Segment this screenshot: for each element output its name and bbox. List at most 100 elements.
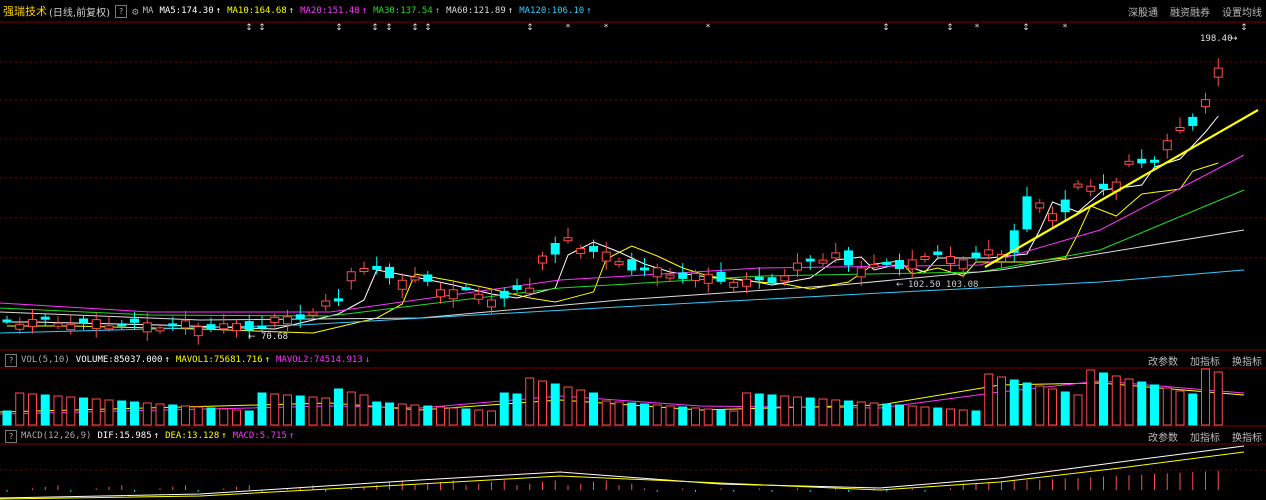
event-marker-icon: ↕ (335, 23, 343, 33)
up-arrow-icon: ↑ (164, 355, 170, 365)
volume-bar (1137, 381, 1147, 426)
candle-body (1035, 202, 1045, 209)
gear-icon[interactable]: ⚙ (131, 4, 139, 18)
candle-body (410, 276, 420, 281)
up-arrow-icon: ↑ (288, 431, 295, 441)
macd-edit-params-button[interactable]: 改参数 (1148, 432, 1178, 444)
ma20-value: MA20:151.48 (300, 6, 360, 16)
ma20-line (0, 154, 1245, 313)
candle-body (321, 300, 331, 307)
mavol2-value: MAVOL2:74514.913 (276, 355, 363, 365)
candle-body (946, 256, 955, 265)
candle-body (130, 318, 139, 323)
volume-edit-params-button[interactable]: 改参数 (1148, 356, 1178, 368)
volume-bar (359, 394, 369, 426)
candle-body (1124, 160, 1134, 165)
chart-period-label: (日线,前复权) (49, 7, 110, 19)
dea-value: DEA:13.128 (165, 431, 220, 441)
ma-settings-button[interactable]: 设置均线 (1222, 7, 1262, 19)
event-marker-icon: * (604, 23, 609, 33)
candle-body (1188, 116, 1198, 126)
candle-body (28, 319, 37, 328)
volume-bar (1048, 388, 1057, 426)
macd-switch-indicator-button[interactable]: 换指标 (1232, 432, 1262, 444)
candle-body (984, 249, 994, 256)
volume-bar (142, 402, 152, 426)
candle-body (1048, 213, 1057, 222)
mavol1-value: MAVOL1:75681.716 (175, 355, 263, 365)
volume-bar (742, 392, 751, 426)
help-icon[interactable]: ? (114, 4, 127, 18)
volume-bar (716, 409, 726, 426)
macd-header: ? MACD(12,26,9) DIF:15.985 ↑ DEA:13.128 … (0, 428, 1266, 444)
volume-bar (933, 407, 943, 426)
volume-bar (283, 394, 292, 426)
candle-body (512, 285, 522, 290)
candle-body (754, 276, 764, 281)
volume-bar (487, 410, 496, 426)
candle-body (589, 246, 598, 252)
volume-bar (678, 406, 688, 426)
candle-body (53, 322, 63, 327)
candle-body (742, 278, 751, 287)
volume-bar (1213, 371, 1223, 426)
candle-body (1022, 196, 1032, 230)
volume-bar (882, 403, 892, 426)
ma60-line (0, 229, 1245, 321)
volume-bar (461, 408, 471, 426)
macd-add-indicator-button[interactable]: 加指标 (1190, 432, 1220, 444)
volume-bar (308, 396, 318, 426)
volume-switch-indicator-button[interactable]: 换指标 (1232, 356, 1262, 368)
volume-add-indicator-button[interactable]: 加指标 (1190, 356, 1220, 368)
high-price-label: 198.40 → (1200, 34, 1238, 44)
volume-bar (550, 383, 560, 426)
volume-bar (1162, 387, 1172, 426)
candle-body (652, 267, 662, 278)
candle-body (907, 259, 917, 270)
volume-bar (321, 397, 331, 426)
up-arrow-icon: ↑ (264, 355, 271, 365)
candle-body (15, 323, 25, 330)
candle-body (66, 324, 76, 331)
volume-bar (257, 392, 267, 426)
trend-line[interactable] (984, 109, 1259, 268)
volume-bar (984, 373, 994, 426)
hk-connect-button[interactable]: 深股通 (1128, 7, 1158, 19)
volume-bar (1035, 385, 1045, 426)
volume-bar (589, 392, 598, 426)
candle-body (448, 289, 458, 300)
candle-body (232, 323, 241, 332)
event-marker-icon: * (566, 23, 571, 33)
stock-name[interactable]: 强瑞技术 (3, 5, 47, 18)
candle-body (920, 255, 930, 260)
up-arrow-icon: ↑ (221, 431, 227, 441)
volume-bar (805, 397, 815, 426)
volume-bar (1073, 394, 1083, 426)
help-icon[interactable]: ? (5, 353, 17, 367)
macd-value: MACD:5.715 (232, 431, 287, 441)
event-marker-icon: ↕ (424, 23, 432, 33)
candle-body (474, 293, 484, 300)
volume-bar (729, 410, 739, 426)
volume-bar (844, 400, 853, 426)
up-arrow-icon: ↑ (586, 6, 592, 16)
candle-body (614, 261, 624, 266)
volume-bar (1175, 390, 1185, 426)
volume-bar (525, 377, 535, 426)
low-price-text: 70.68 (261, 332, 288, 342)
volume-bar (895, 404, 904, 426)
volume-bar (538, 380, 547, 426)
candle-body (627, 259, 637, 271)
help-icon[interactable]: ? (5, 429, 17, 443)
candle-body (2, 319, 12, 323)
volume-bar (869, 402, 879, 426)
volume-bar (423, 405, 433, 426)
event-marker-icon: ↕ (385, 23, 393, 33)
dif-line (0, 445, 1245, 499)
volume-bar (155, 403, 165, 426)
candle-body (487, 299, 496, 308)
ma60-value: MA60:121.89 (446, 6, 506, 16)
candle-body (1073, 183, 1083, 188)
margin-trading-button[interactable]: 融资融券 (1170, 7, 1210, 19)
